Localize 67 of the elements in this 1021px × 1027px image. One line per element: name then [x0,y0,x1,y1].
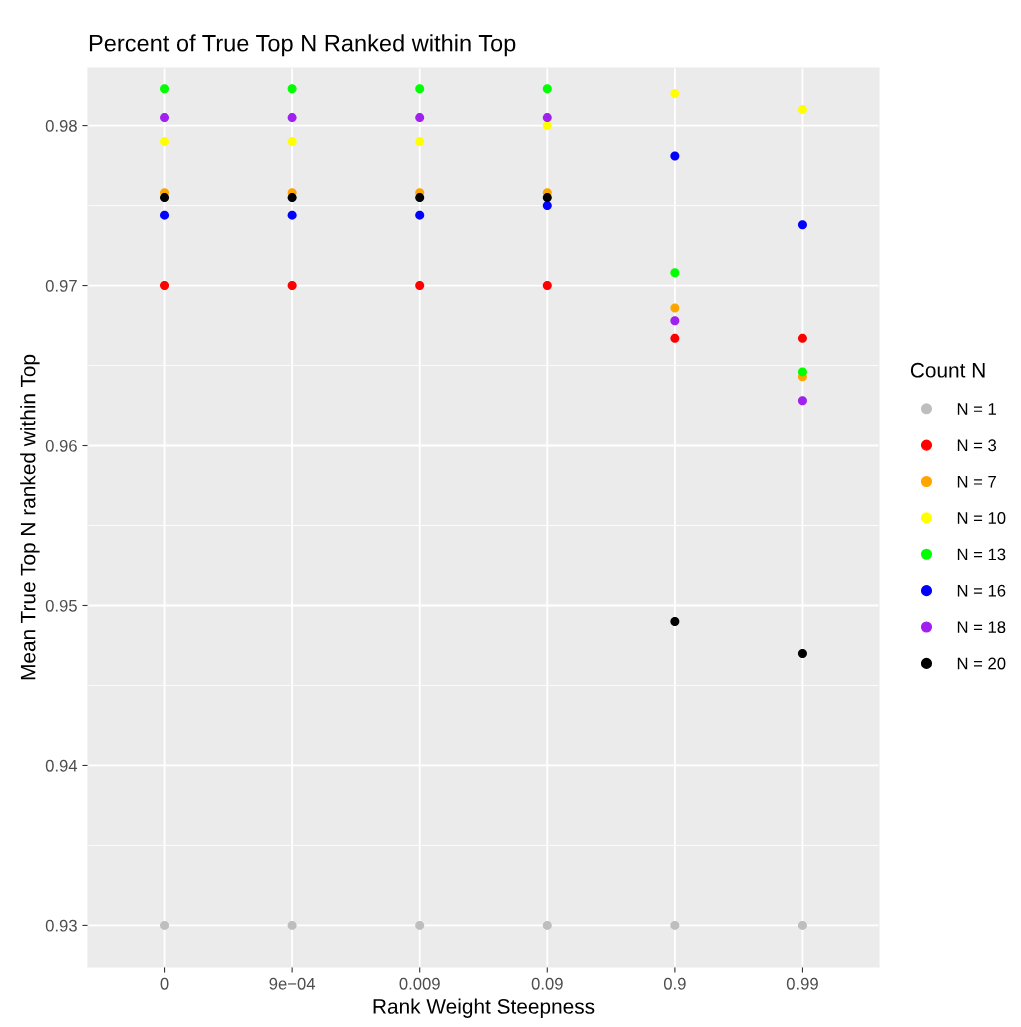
point [160,920,170,930]
point [542,281,552,291]
point [670,89,680,99]
point [797,220,807,230]
point [670,920,680,930]
point [670,333,680,343]
legend-title: Count N [910,362,985,378]
point [797,367,807,377]
y-tick-label: 0.93 [45,919,77,932]
y-tick-label: 0.96 [45,439,77,452]
point [160,281,170,291]
x-tick-label: 0.99 [786,977,818,990]
point [797,920,807,930]
point [542,193,552,203]
point [415,920,425,930]
legend-label: N = 18 [957,621,1006,634]
x-tick-label: 0.9 [663,977,686,990]
point [542,113,552,123]
legend-label: N = 16 [957,584,1006,597]
point [542,84,552,94]
x-tick-label: 0.09 [531,977,563,990]
point [415,137,425,147]
point [670,268,680,278]
point [160,210,170,220]
point [287,920,297,930]
point [287,113,297,123]
point [160,113,170,123]
y-tick-label: 0.95 [45,599,77,612]
point [287,84,297,94]
point [287,193,297,203]
legend-label: N = 1 [957,403,996,415]
point [670,151,680,161]
point [160,137,170,147]
point [670,303,680,313]
legend-label: N = 20 [957,657,1006,670]
chart-title: Percent of True Top N Ranked within Top [89,34,516,57]
point [797,396,807,406]
point [415,193,425,203]
legend-label: N = 3 [957,439,997,452]
point [670,316,680,326]
point [542,121,552,131]
point [797,648,807,658]
x-tick-label: 9e−04 [269,977,316,990]
point [797,105,807,115]
point [287,281,297,291]
point [415,84,425,94]
point [415,281,425,291]
point [160,84,170,94]
legend-label: N = 13 [957,548,1006,561]
point [415,210,425,220]
point [542,920,552,930]
legend-label: N = 10 [957,512,1006,524]
x-tick-label: 0 [160,977,169,990]
x-tick-label: 0.009 [399,977,440,990]
legend-label: N = 7 [957,475,996,488]
x-axis-title: Rank Weight Steepness [373,998,595,1018]
point [415,113,425,123]
point [542,201,552,211]
point [287,137,297,147]
y-tick-label: 0.97 [45,279,77,292]
point [797,333,807,343]
y-tick-label: 0.94 [45,759,78,772]
point [160,193,170,203]
y-tick-label: 0.98 [45,119,77,132]
point [670,616,680,626]
point [287,210,297,220]
y-axis-title: Mean True Top N ranked within Top [20,354,40,680]
